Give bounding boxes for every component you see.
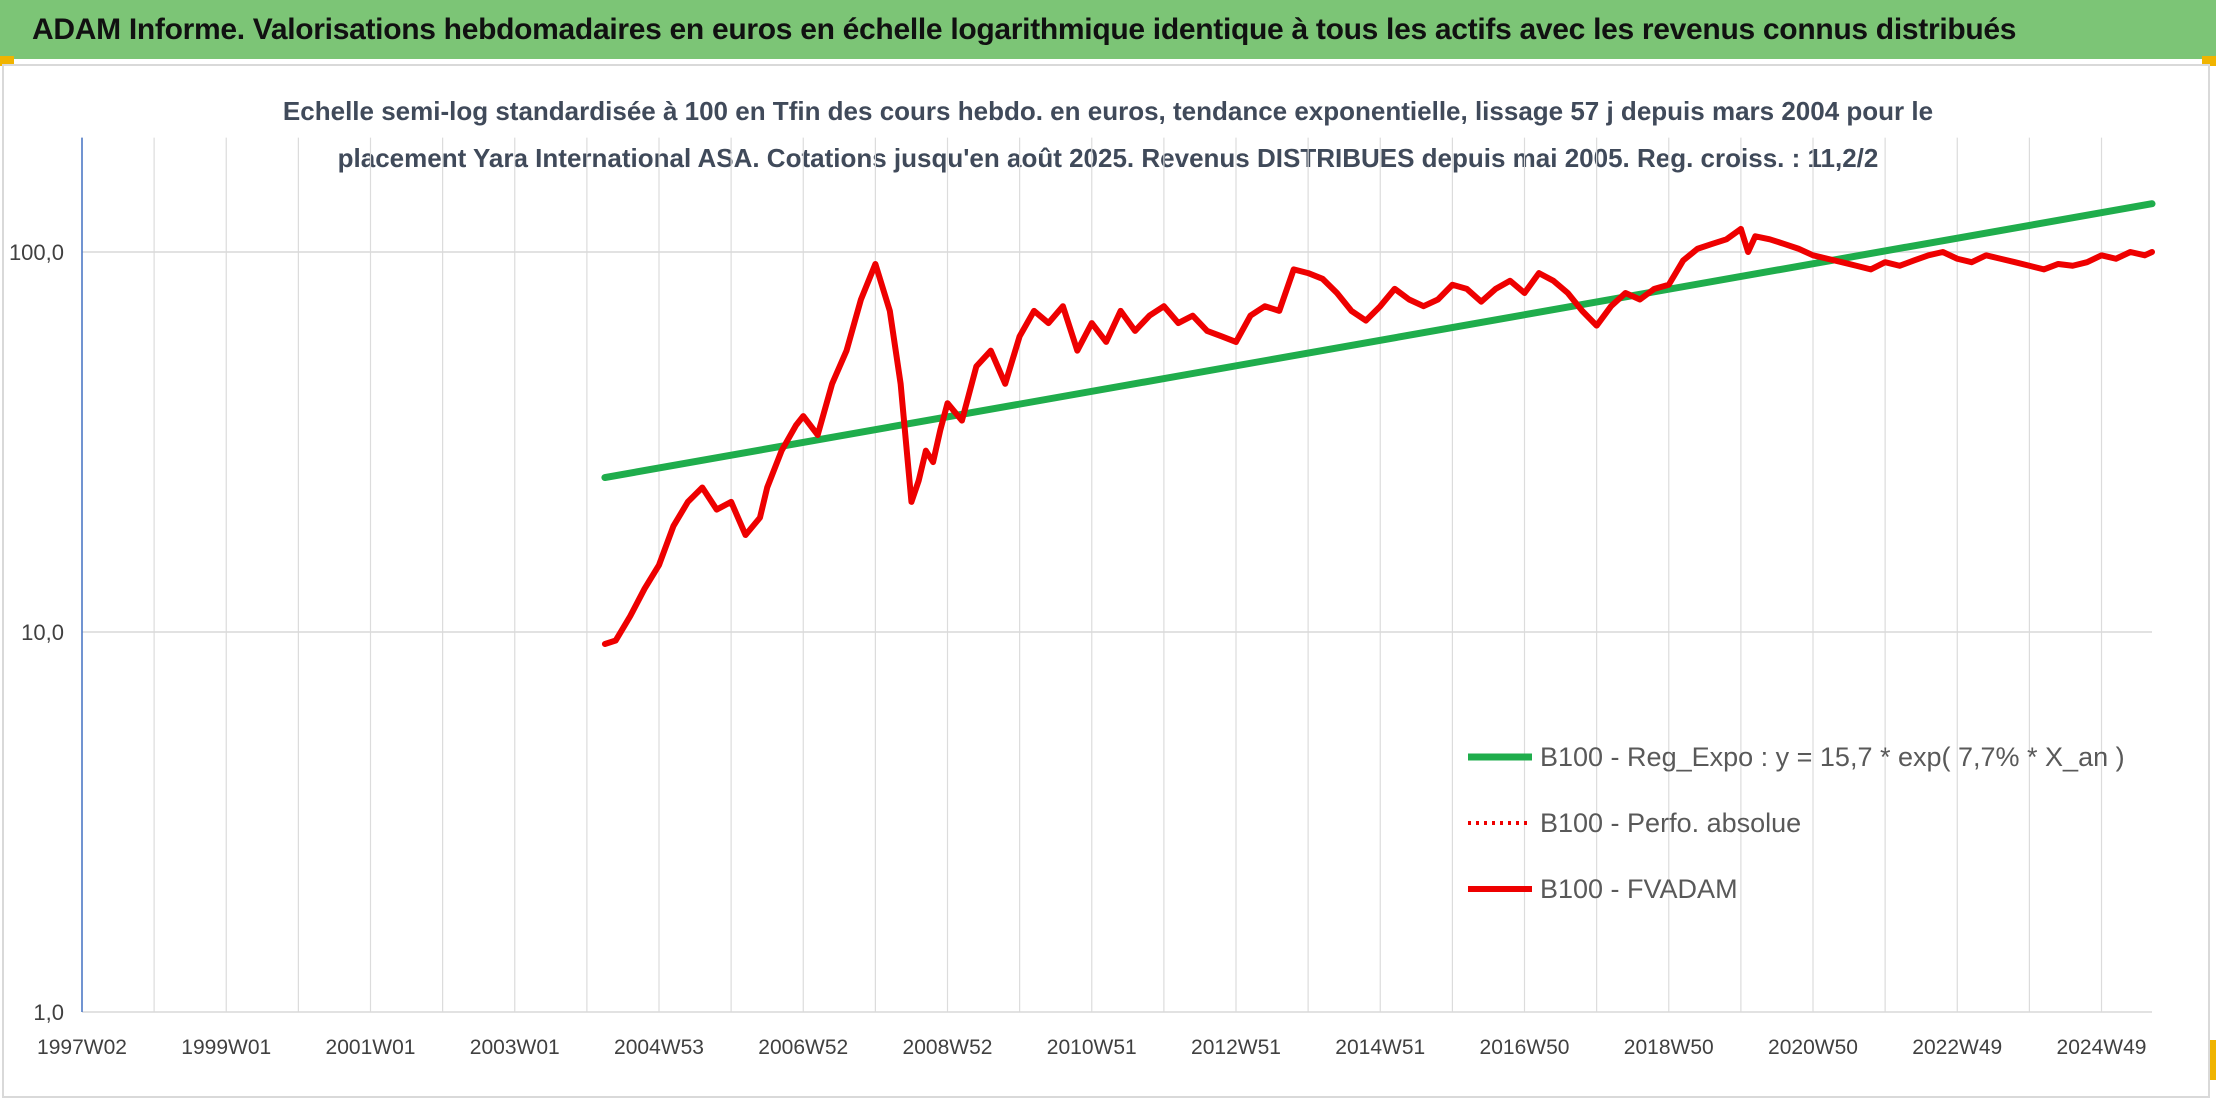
x-tick-label: 2022W49 xyxy=(1912,1036,2002,1059)
x-tick-label: 2004W53 xyxy=(614,1036,704,1059)
x-tick-label: 2020W50 xyxy=(1768,1036,1858,1059)
series-line-fvadam xyxy=(601,225,2155,647)
legend-label-2: B100 - FVADAM xyxy=(1540,874,1738,904)
chart-frame xyxy=(2,64,2210,1098)
corner-marker-top-left xyxy=(0,56,14,66)
x-tick-label: 2016W50 xyxy=(1480,1036,1570,1059)
x-tick-label: 2001W01 xyxy=(326,1036,416,1059)
chart-title-line-1: Echelle semi-log standardisée à 100 en T… xyxy=(282,96,1934,126)
x-tick-label: 2006W52 xyxy=(758,1036,848,1059)
x-tick-label: 2024W49 xyxy=(2057,1036,2147,1059)
legend-label-1: B100 - Perfo. absolue xyxy=(1540,808,1801,838)
report-title: ADAM Informe. Valorisations hebdomadaire… xyxy=(32,12,2017,46)
series-line-reg-expo xyxy=(601,200,2156,482)
x-tick-label: 2018W50 xyxy=(1624,1036,1714,1059)
y-tick-label: 10,0 xyxy=(21,620,64,645)
y-tick-label: 100,0 xyxy=(9,240,64,265)
x-tick-label: 1997W02 xyxy=(37,1036,127,1059)
x-tick-label: 2010W51 xyxy=(1047,1036,1137,1059)
y-tick-label: 1,0 xyxy=(33,1000,64,1025)
x-tick-label: 2008W52 xyxy=(903,1036,993,1059)
x-tick-label: 2014W51 xyxy=(1335,1036,1425,1059)
x-tick-label: 1999W01 xyxy=(181,1036,271,1059)
corner-marker-top-right xyxy=(2202,56,2216,66)
chart-title-line-2: placement Yara International ASA. Cotati… xyxy=(337,143,1879,173)
legend-label-0: B100 - Reg_Expo : y = 15,7 * exp( 7,7% *… xyxy=(1540,742,2125,772)
x-tick-label: 2012W51 xyxy=(1191,1036,1281,1059)
report-header: ADAM Informe. Valorisations hebdomadaire… xyxy=(0,0,2216,59)
x-tick-label: 2003W01 xyxy=(470,1036,560,1059)
corner-marker-bottom-right xyxy=(2209,1040,2216,1080)
